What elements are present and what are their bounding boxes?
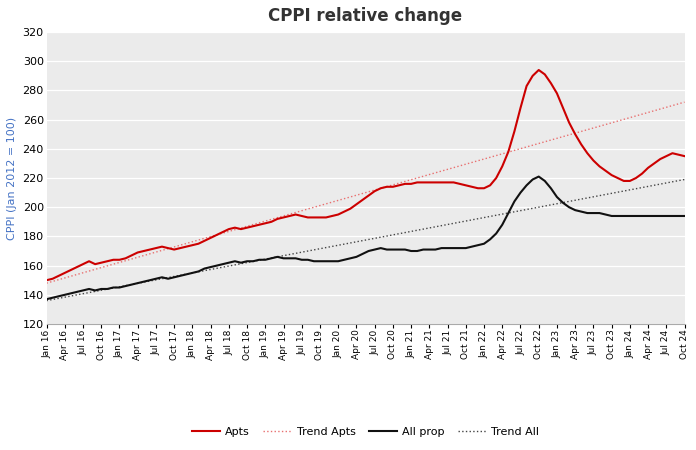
Y-axis label: CPPI (Jan 2012 = 100): CPPI (Jan 2012 = 100) [7, 117, 17, 239]
Title: CPPI relative change: CPPI relative change [269, 7, 463, 25]
Legend: Apts, Trend Apts, All prop, Trend All: Apts, Trend Apts, All prop, Trend All [187, 422, 544, 441]
